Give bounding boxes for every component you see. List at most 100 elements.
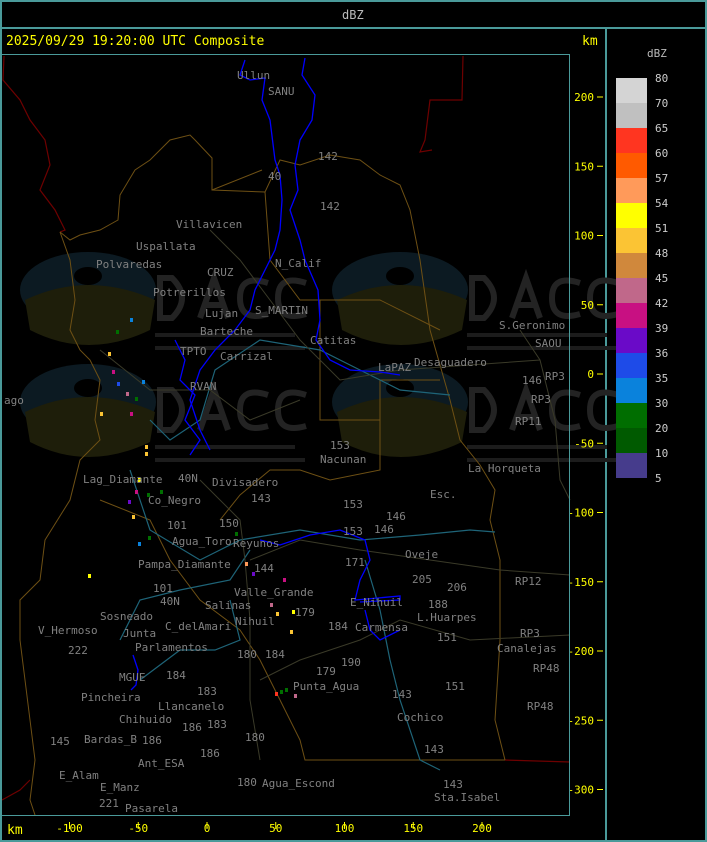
place-label: Divisadero (212, 476, 278, 489)
place-label: 40 (268, 170, 281, 183)
place-label: RP11 (515, 415, 542, 428)
legend-color-swatch (616, 153, 647, 178)
place-label: Junta (123, 627, 156, 640)
legend-value-label: 54 (655, 197, 669, 210)
radar-echo-cell (100, 412, 103, 416)
legend-value-label: 65 (655, 122, 669, 135)
x-tick-label: -100 (56, 822, 83, 835)
legend-value-label: 5 (655, 472, 662, 485)
radar-echo-cell (145, 445, 148, 449)
place-label: 183 (197, 685, 217, 698)
place-label: 171 (345, 556, 365, 569)
radar-echo-cell (294, 694, 297, 698)
place-label: 40N (178, 472, 198, 485)
radar-echo-cell (130, 318, 133, 322)
place-label: Potrerillos (153, 286, 226, 299)
y-tick-label: 150 (574, 160, 594, 173)
place-label: 101 (153, 582, 173, 595)
y-tick-label: -200 (568, 645, 595, 658)
place-label: 188 (428, 598, 448, 611)
radar-echo-cell (252, 572, 255, 576)
place-label: RVAN (190, 380, 217, 393)
place-label: Cochico (397, 711, 443, 724)
place-label: RP48 (533, 662, 560, 675)
legend-color-swatch (616, 128, 647, 153)
place-label: LaPAZ (378, 361, 411, 374)
place-label: 146 (374, 523, 394, 536)
place-label: 179 (316, 665, 336, 678)
radar-echo-cell (292, 610, 295, 614)
place-label: S.Geronimo (499, 319, 565, 332)
legend-color-swatch (616, 428, 647, 453)
radar-echo-cell (275, 692, 278, 696)
place-label: Agua_Escond (262, 777, 335, 790)
radar-echo-cell (147, 493, 150, 497)
x-tick-label: 150 (403, 822, 423, 835)
radar-echo-cell (142, 380, 145, 384)
place-label: 144 (254, 562, 274, 575)
dacc-watermark-logo (20, 364, 307, 462)
place-label: 190 (341, 656, 361, 669)
radar-echo-cell (285, 688, 288, 692)
place-label: 142 (320, 200, 340, 213)
place-label: 180 (245, 731, 265, 744)
place-label: 143 (392, 688, 412, 701)
dacc-watermark-logo (20, 252, 307, 350)
place-label: 143 (443, 778, 463, 791)
place-label: E_Alam (59, 769, 99, 782)
legend-value-label: 60 (655, 147, 669, 160)
place-label: Pampa_Diamante (138, 558, 231, 571)
place-label: 153 (330, 439, 350, 452)
legend-value-label: 42 (655, 297, 669, 310)
place-label: Agua_Toro (172, 535, 232, 548)
radar-echo-cell (135, 397, 138, 401)
km-unit-right: km (582, 34, 598, 49)
plot-area (1, 54, 570, 816)
place-label: Reyunos (233, 537, 279, 550)
place-label: 146 (386, 510, 406, 523)
place-label: Villavicen (176, 218, 242, 231)
place-label: Sta.Isabel (434, 791, 500, 804)
place-label: Catitas (310, 334, 356, 347)
place-label: Lujan (205, 307, 238, 320)
place-label: 142 (318, 150, 338, 163)
timestamp-label: 2025/09/29 19:20:00 UTC Composite (6, 34, 265, 49)
place-label: RP12 (515, 575, 542, 588)
legend-color-swatch (616, 328, 647, 353)
legend-color-swatch (616, 303, 647, 328)
radar-echo-cell (283, 578, 286, 582)
radar-echo-cell (138, 542, 141, 546)
radar-echo-cell (276, 612, 279, 616)
place-label: 184 (166, 669, 186, 682)
place-label: ago (4, 394, 24, 407)
legend-value-label: 10 (655, 447, 669, 460)
radar-echo-cell (160, 490, 163, 494)
place-label: 206 (447, 581, 467, 594)
legend-color-swatch (616, 353, 647, 378)
radar-echoes (88, 318, 297, 698)
place-label: TPTO (180, 345, 207, 358)
place-label: Salinas (205, 599, 251, 612)
legend-color-swatch (616, 203, 647, 228)
km-unit-bottom: km (7, 823, 23, 838)
radar-echo-cell (148, 536, 151, 540)
place-label: Oveje (405, 548, 438, 561)
place-label: 151 (445, 680, 465, 693)
place-label: La Horqueta (468, 462, 541, 475)
radar-echo-cell (88, 574, 91, 578)
place-label: N_Calif (275, 257, 321, 270)
x-tick-label: 200 (472, 822, 492, 835)
y-tick-label: -50 (574, 437, 594, 450)
place-label: Parlamentos (135, 641, 208, 654)
legend-value-label: 39 (655, 322, 669, 335)
place-label: Sosneado (100, 610, 153, 623)
place-label: 180 (237, 776, 257, 789)
place-label: Uspallata (136, 240, 196, 253)
place-label: MGUE (119, 671, 146, 684)
place-label: Ullun (237, 69, 270, 82)
place-label: Nihuil (235, 615, 275, 628)
place-label: Ant_ESA (138, 757, 185, 770)
place-label: 183 (207, 718, 227, 731)
legend-color-swatch (616, 403, 647, 428)
